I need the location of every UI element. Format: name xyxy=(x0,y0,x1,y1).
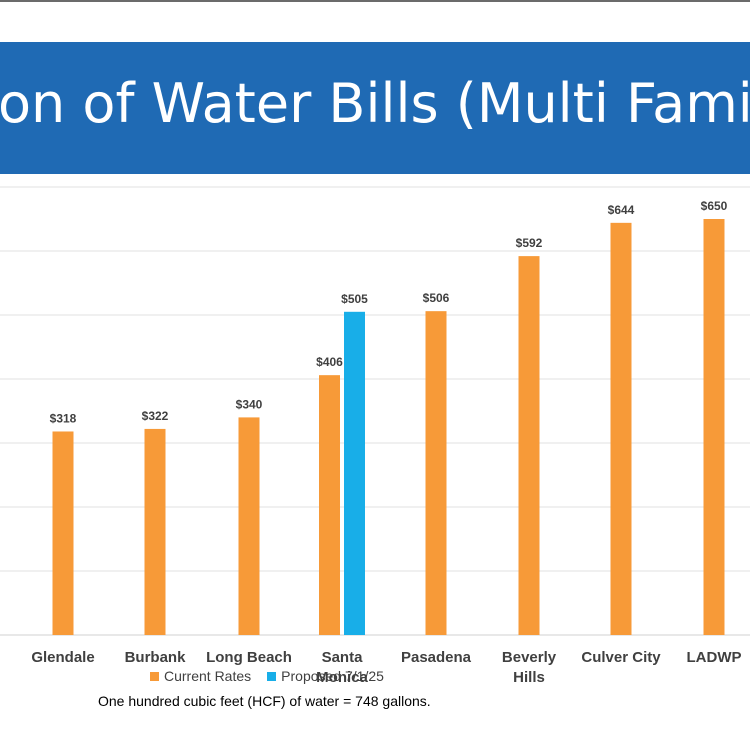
data-label: $650 xyxy=(701,199,728,213)
data-label: $406 xyxy=(316,355,343,369)
x-tick-label: Burbank xyxy=(125,649,187,666)
bars xyxy=(52,219,725,635)
data-labels: $318 $322 $340 $406 $505 $506 $592 $644 $650 xyxy=(50,199,728,425)
data-label: $318 xyxy=(50,411,77,425)
bar-current-rates-beverly-hills xyxy=(518,256,540,635)
legend: Current Rates Proposed 7/1/25 xyxy=(150,668,384,684)
bar-current-rates-ladwp xyxy=(703,219,725,635)
data-label: $644 xyxy=(608,203,635,217)
legend-label-proposed: Proposed 7/1/25 xyxy=(281,668,384,684)
data-label: $322 xyxy=(142,409,169,423)
x-tick-label: Pasadena xyxy=(401,649,472,666)
bar-current-rates-santa-monica xyxy=(319,375,340,635)
data-label: $505 xyxy=(341,292,368,306)
bar-current-rates-burbank xyxy=(144,428,166,635)
footnote: One hundred cubic feet (HCF) of water = … xyxy=(98,693,431,709)
x-tick-label: Glendale xyxy=(31,649,94,666)
data-label: $592 xyxy=(516,236,543,250)
bar-current-rates-pasadena xyxy=(425,311,447,635)
legend-item-proposed: Proposed 7/1/25 xyxy=(267,668,384,684)
gridlines xyxy=(0,186,750,636)
x-tick-label: LADWP xyxy=(687,649,742,666)
bar-current-rates-glendale xyxy=(52,431,74,635)
x-tick-labels: loGlendaleBurbankLong BeachSantaMonicaPa… xyxy=(31,649,742,686)
data-label: $340 xyxy=(236,397,263,411)
x-tick-label: Beverly Hills xyxy=(502,649,557,686)
data-label: $506 xyxy=(423,291,450,305)
bar-proposed-7-1-25-santa-monica xyxy=(344,311,365,635)
x-tick-label: Culver City xyxy=(581,649,661,666)
legend-label-current: Current Rates xyxy=(164,668,252,684)
x-tick-label: Santa Monica xyxy=(316,649,368,686)
bar-current-rates-culver-city xyxy=(610,222,632,635)
top-divider xyxy=(0,0,750,2)
title-banner: on of Water Bills (Multi Family Res xyxy=(0,42,750,174)
legend-swatch-current xyxy=(150,671,159,681)
legend-item-current: Current Rates xyxy=(150,668,251,684)
legend-swatch-proposed xyxy=(267,671,277,681)
bar-current-rates-long-beach xyxy=(238,417,260,635)
x-tick-label: Long Beach xyxy=(206,649,292,666)
slide-title: on of Water Bills (Multi Family Res xyxy=(0,72,750,135)
